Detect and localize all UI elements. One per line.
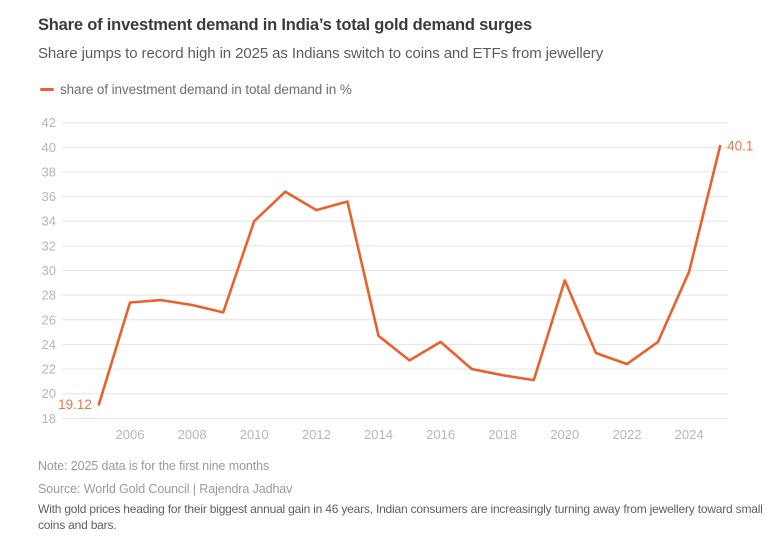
x-axis-tick-label: 2012 (302, 427, 331, 442)
y-axis-tick-label: 36 (42, 189, 56, 204)
chart-legend: share of investment demand in total dema… (40, 82, 352, 97)
chart-note: Note: 2025 data is for the first nine mo… (38, 459, 270, 473)
x-axis-tick-label: 2018 (488, 427, 517, 442)
y-axis-tick-label: 42 (42, 115, 56, 130)
page-title: Share of investment demand in India’s to… (38, 16, 532, 34)
x-axis-tick-label: 2014 (364, 427, 393, 442)
y-axis-tick-label: 24 (42, 337, 56, 352)
chart-source: Source: World Gold Council | Rajendra Ja… (38, 482, 293, 496)
start-value-label: 19.12 (58, 397, 92, 412)
investment-share-line (97, 144, 722, 406)
y-axis-tick-label: 30 (42, 263, 56, 278)
y-axis-tick-label: 40 (42, 140, 56, 155)
legend-line-icon (40, 88, 54, 91)
y-axis-tick-label: 38 (42, 165, 56, 180)
legend-label: share of investment demand in total dema… (60, 82, 352, 97)
y-axis-tick-label: 34 (42, 214, 56, 229)
x-axis-tick-label: 2024 (675, 427, 704, 442)
end-value-label: 40.1 (727, 139, 753, 154)
x-axis-tick-label: 2022 (613, 427, 642, 442)
y-axis-tick-label: 22 (42, 362, 56, 377)
y-axis-tick-label: 26 (42, 312, 56, 327)
x-axis-tick-label: 2006 (116, 427, 145, 442)
x-axis-tick-label: 2016 (426, 427, 455, 442)
y-axis-tick-label: 18 (42, 411, 56, 426)
y-axis-tick-label: 28 (42, 288, 56, 303)
page-subtitle: Share jumps to record high in 2025 as In… (38, 45, 604, 62)
x-axis-tick-label: 2010 (240, 427, 269, 442)
x-axis-tick-label: 2008 (178, 427, 207, 442)
chart-area: 42 40 38 36 34 32 30 28 26 24 22 20 18 2006 2008 2010 20… (0, 108, 778, 450)
y-axis-tick-label: 32 (42, 238, 56, 253)
y-axis-tick-label: 20 (42, 386, 56, 401)
chart-description: With gold prices heading for their bigge… (38, 502, 763, 532)
x-axis-tick-label: 2020 (550, 427, 579, 442)
